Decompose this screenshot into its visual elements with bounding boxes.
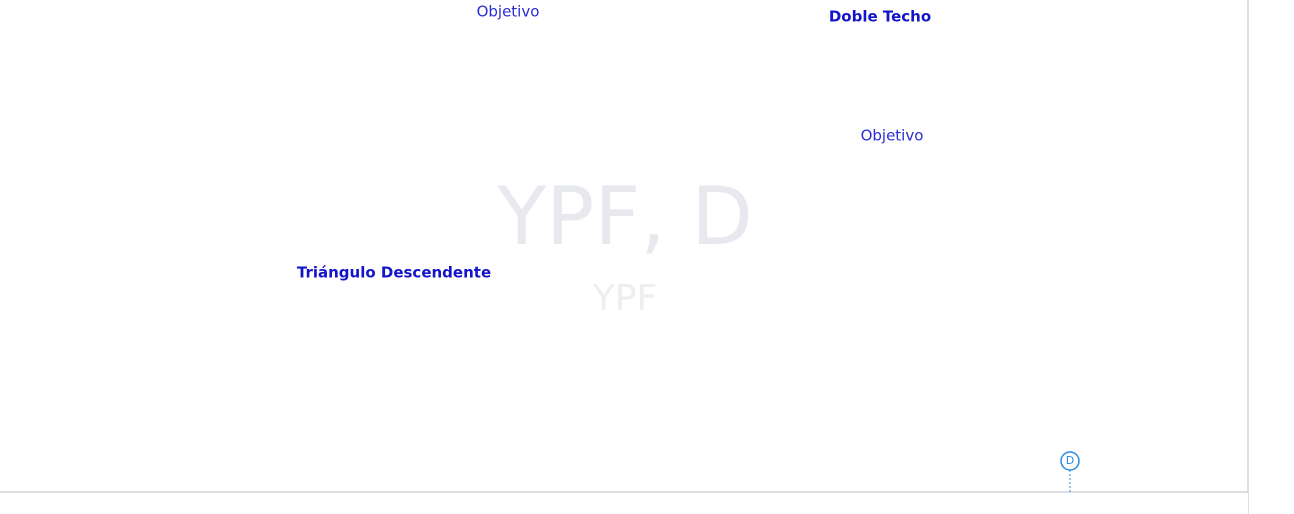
event-marker-label[interactable]: D bbox=[1066, 454, 1074, 467]
watermark: YPF, D bbox=[496, 170, 753, 263]
annotation: Objetivo bbox=[861, 127, 924, 145]
price-axis bbox=[1248, 0, 1294, 514]
annotation: Triángulo Descendente bbox=[297, 264, 491, 282]
watermark-sub: YPF bbox=[592, 278, 657, 319]
annotation: Objetivo bbox=[477, 3, 540, 21]
annotation: Doble Techo bbox=[829, 8, 931, 26]
time-axis bbox=[0, 492, 1248, 514]
